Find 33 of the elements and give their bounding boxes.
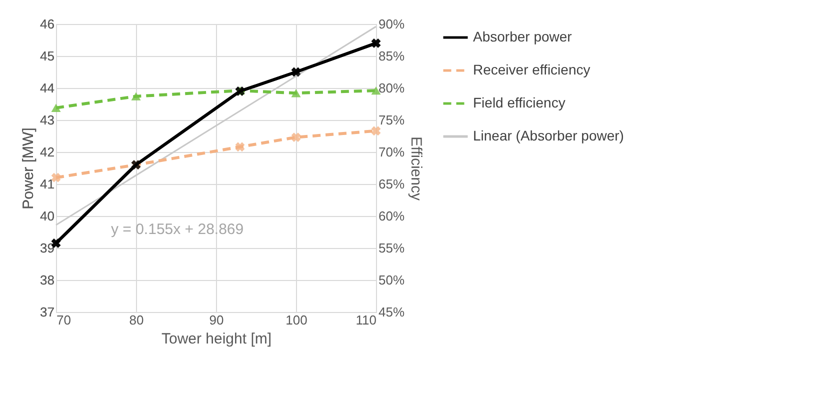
y2-tick-label: 90% (378, 16, 405, 32)
y2-tick-label: 60% (378, 208, 405, 224)
x-tick-label: 70 (56, 312, 71, 328)
x-tick-label: 80 (129, 312, 144, 328)
y-tick-label: 38 (40, 272, 54, 288)
y2-tick-label: 65% (378, 176, 405, 192)
y2-tick-label: 70% (378, 144, 405, 160)
y2-tick-label: 45% (378, 304, 405, 320)
y-tick-label: 46 (40, 16, 54, 32)
annotation: y = 0.155x + 28.869 (111, 221, 244, 238)
y-tick-label: 44 (40, 80, 54, 96)
y-tick-label: 42 (40, 144, 54, 160)
y2-tick-label: 50% (378, 272, 405, 288)
legend-label: Field efficiency (473, 94, 566, 110)
x-tick-label: 90 (209, 312, 224, 328)
x-axis-title: Tower height [m] (161, 330, 272, 348)
y2-tick-label: 55% (378, 240, 405, 256)
y-tick-label: 37 (40, 304, 54, 320)
legend-label: Absorber power (473, 28, 572, 44)
y-tick-label: 43 (40, 112, 54, 128)
y-axis-title: Power [MW] (20, 128, 38, 210)
x-tick-label: 110 (356, 312, 376, 328)
legend-label: Linear (Absorber power) (473, 128, 624, 144)
y-tick-label: 39 (40, 240, 54, 256)
y-tick-label: 40 (40, 208, 54, 224)
x-tick-label: 100 (286, 312, 308, 328)
y2-axis-title: Efficiency (408, 136, 425, 201)
y2-tick-label: 85% (378, 48, 405, 64)
y2-tick-label: 80% (378, 80, 405, 96)
y-tick-label: 45 (40, 48, 54, 64)
legend-label: Receiver efficiency (473, 62, 590, 78)
y-tick-label: 41 (40, 176, 54, 192)
y2-tick-label: 75% (378, 112, 405, 128)
